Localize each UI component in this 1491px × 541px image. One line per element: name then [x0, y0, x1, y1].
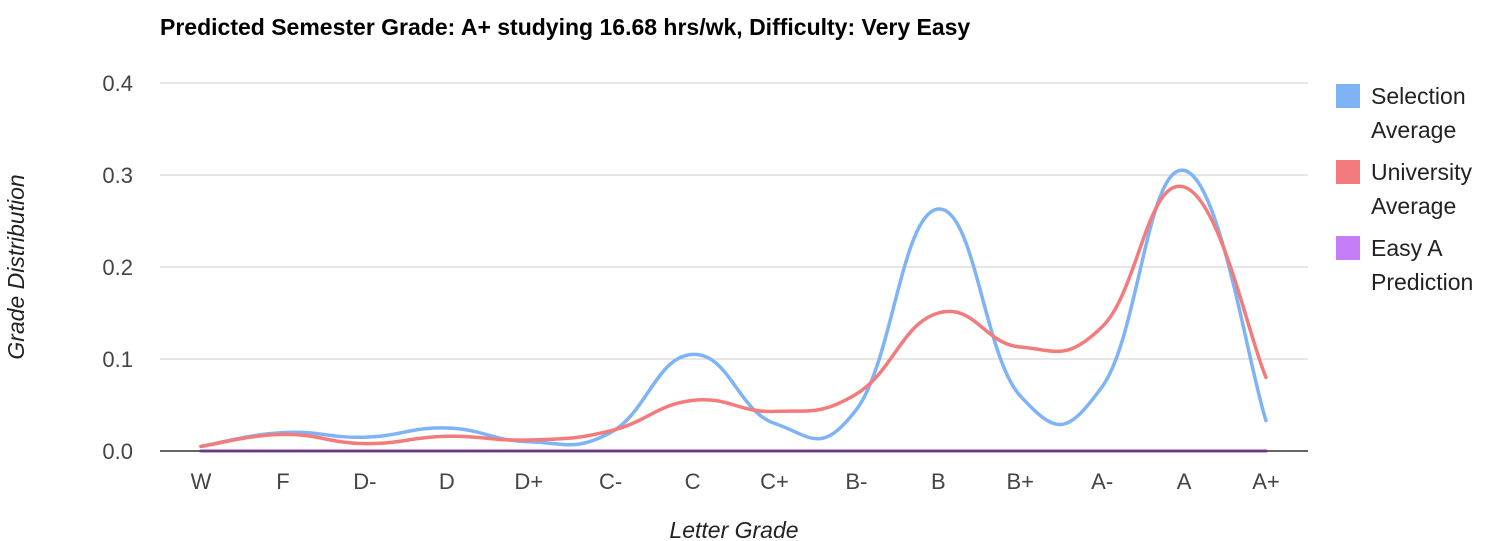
legend-label: University — [1371, 159, 1472, 185]
x-axis-title: Letter Grade — [669, 517, 798, 541]
legend-item-selection-average[interactable]: Selection Average — [1336, 83, 1466, 143]
x-tick-label: F — [276, 469, 289, 494]
y-tick-label: 0.2 — [102, 255, 133, 280]
y-tick-label: 0.3 — [102, 163, 133, 188]
chart-title: Predicted Semester Grade: A+ studying 16… — [160, 14, 970, 40]
x-tick-label: A- — [1091, 469, 1113, 494]
x-tick-label: B+ — [1006, 469, 1034, 494]
legend-item-easy-a-prediction[interactable]: Easy A Prediction — [1336, 235, 1473, 295]
x-tick-label: C — [685, 469, 701, 494]
x-axis-ticks: W F D- D D+ C- C C+ B- B B+ A- A A+ — [191, 469, 1280, 494]
x-tick-label: D+ — [514, 469, 543, 494]
legend-label: Prediction — [1371, 269, 1473, 295]
series-line-selection-average — [199, 168, 1268, 449]
y-axis-ticks: 0.0 0.1 0.2 0.3 0.4 — [102, 71, 133, 464]
gridlines — [160, 82, 1308, 360]
x-tick-label: C+ — [760, 469, 789, 494]
x-tick-label: C- — [599, 469, 622, 494]
legend-swatch — [1336, 84, 1360, 108]
x-tick-label: W — [191, 469, 212, 494]
y-tick-label: 0.4 — [102, 71, 133, 96]
legend-label: Average — [1371, 193, 1456, 219]
x-tick-label: B- — [845, 469, 867, 494]
x-tick-label: A+ — [1252, 469, 1280, 494]
y-tick-label: 0.1 — [102, 347, 133, 372]
x-tick-label: D- — [353, 469, 376, 494]
legend[interactable]: Selection Average University Average Easy A P… — [1336, 83, 1473, 295]
x-tick-label: A — [1177, 469, 1192, 494]
series-line-university-average — [199, 184, 1268, 449]
x-tick-label: D — [439, 469, 455, 494]
y-tick-label: 0.0 — [102, 439, 133, 464]
legend-label: Selection — [1371, 83, 1466, 109]
legend-item-university-average[interactable]: University Average — [1336, 159, 1472, 219]
legend-swatch — [1336, 236, 1360, 260]
legend-label: Average — [1371, 117, 1456, 143]
y-axis-title: Grade Distribution — [3, 174, 29, 359]
series-lines — [199, 168, 1268, 453]
x-tick-label: B — [931, 469, 946, 494]
legend-label: Easy A — [1371, 235, 1443, 261]
legend-swatch — [1336, 160, 1360, 184]
